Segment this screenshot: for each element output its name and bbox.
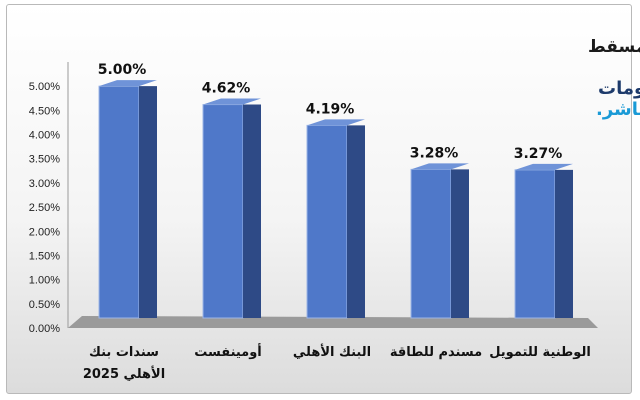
y-tick-label: 5.00% bbox=[29, 81, 60, 93]
y-tick-label: 4.00% bbox=[29, 130, 60, 142]
bar-depth bbox=[139, 86, 157, 318]
bar-depth bbox=[555, 169, 573, 318]
bar-top bbox=[411, 163, 469, 170]
data-labels: 5.00% 4.62% 4.19% 3.28% 3.27% bbox=[98, 62, 563, 162]
y-axis-ticks: 0.00% 0.50% 1.00% 1.50% 2.00% 2.50% 3.00% 3.50%… bbox=[29, 81, 60, 335]
data-label: 3.28% bbox=[410, 145, 459, 161]
bar bbox=[410, 163, 469, 319]
logo-line-1: معلومات bbox=[598, 78, 640, 99]
x-tick-label: البنك الأهلي bbox=[293, 343, 371, 360]
data-label: 5.00% bbox=[98, 62, 147, 78]
bar-depth bbox=[243, 104, 261, 318]
y-tick-label: 3.00% bbox=[29, 178, 60, 190]
bar-front bbox=[202, 104, 244, 319]
x-tick-label: أومينفست bbox=[194, 343, 262, 360]
y-tick-label: 1.00% bbox=[29, 275, 60, 287]
x-axis-labels: سندات بنك الأهلي 2025 أومينفست البنك الأهلي… bbox=[83, 343, 591, 382]
bars bbox=[98, 80, 573, 319]
bar bbox=[306, 119, 365, 319]
logo-line-2: مباشر. bbox=[596, 99, 640, 120]
bar-top bbox=[203, 98, 261, 105]
bar-front bbox=[514, 169, 556, 319]
bar-depth bbox=[347, 125, 365, 319]
logo: معلومات مباشر. bbox=[596, 78, 640, 120]
bar-top bbox=[99, 80, 157, 87]
bar-depth bbox=[451, 169, 469, 318]
y-tick-label: 1.50% bbox=[29, 250, 60, 262]
y-tick-label: 2.00% bbox=[29, 226, 60, 238]
x-tick-label: الوطنية للتمويل bbox=[489, 345, 591, 360]
bar-front bbox=[306, 124, 348, 319]
y-tick-label: 0.00% bbox=[29, 323, 60, 335]
data-label: 4.62% bbox=[202, 81, 251, 97]
y-tick-label: 2.50% bbox=[29, 202, 60, 214]
x-tick-label: سندات بنك bbox=[89, 345, 159, 360]
data-label: 3.27% bbox=[514, 146, 563, 162]
bar bbox=[98, 80, 157, 319]
bar-top bbox=[515, 163, 573, 170]
x-tick-label: الأهلي 2025 bbox=[83, 365, 165, 382]
bar bbox=[202, 98, 261, 319]
y-tick-label: 3.50% bbox=[29, 154, 60, 166]
data-label: 4.19% bbox=[306, 101, 355, 117]
bar-top bbox=[307, 119, 365, 126]
chart-floor bbox=[68, 316, 598, 328]
x-tick-label: مسندم للطاقة bbox=[390, 345, 482, 360]
y-tick-label: 4.50% bbox=[29, 105, 60, 117]
bar bbox=[514, 163, 573, 319]
bar-front bbox=[98, 85, 140, 319]
chart-title: أكثر 5 أسهم رابحة ببورصة مسقط bbox=[588, 35, 640, 57]
y-tick-label: 0.50% bbox=[29, 299, 60, 311]
bar-front bbox=[410, 168, 452, 319]
